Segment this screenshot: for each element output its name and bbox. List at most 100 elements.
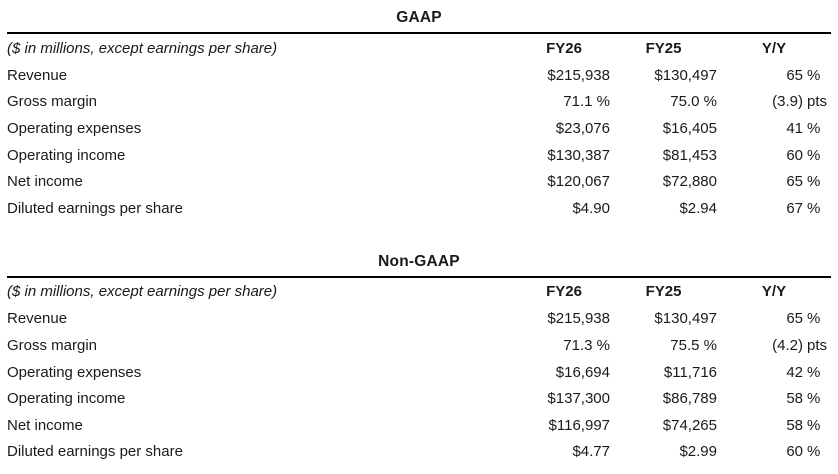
yoy-value: 67 %: [717, 200, 831, 217]
table-row-diluted-eps: Diluted earnings per share $4.90 $2.94 6…: [7, 195, 831, 222]
fy26-value: $120,067: [547, 173, 610, 191]
yoy-value: 58 %: [717, 390, 831, 407]
table-row-operating-expenses: Operating expenses $23,076 $16,405 41 %: [7, 115, 831, 142]
gaap-column-header-fy26: FY26: [546, 39, 582, 57]
yoy-unit: %: [807, 310, 821, 328]
gaap-table: GAAP ($ in millions, except earnings per…: [7, 8, 831, 222]
non-gaap-table-title: Non-GAAP: [378, 252, 460, 270]
fy25-value: $11,716: [663, 363, 717, 381]
yoy-number: 58: [786, 416, 803, 434]
fy26-value: 71.1 %: [563, 93, 610, 111]
fy25-value: $2.94: [679, 199, 717, 217]
yoy-unit: %: [807, 390, 821, 408]
yoy-value: 42 %: [717, 364, 831, 381]
yoy-unit: %: [807, 199, 821, 217]
row-label: Operating income: [7, 146, 126, 164]
fy26-value: $215,938: [547, 66, 610, 84]
yoy-number: 67: [786, 199, 803, 217]
row-label: Net income: [7, 416, 83, 434]
table-row-revenue: Revenue $215,938 $130,497 65 %: [7, 306, 831, 333]
row-label: Revenue: [7, 66, 68, 84]
fy26-value: $23,076: [555, 119, 610, 137]
yoy-number: 65: [786, 66, 803, 84]
yoy-unit: %: [807, 443, 821, 461]
fy25-value: $86,789: [662, 390, 717, 408]
fy25-value: 75.5 %: [670, 336, 717, 354]
table-row-operating-expenses: Operating expenses $16,694 $11,716 42 %: [7, 359, 831, 386]
non-gaap-column-header-fy25: FY25: [645, 283, 682, 301]
yoy-number: 58: [786, 390, 803, 408]
fy25-value: $2.99: [679, 443, 717, 461]
fy25-value: 75.0 %: [670, 93, 717, 111]
non-gaap-header-row: ($ in millions, except earnings per shar…: [7, 278, 831, 306]
yoy-number: 60: [786, 146, 803, 164]
row-label: Diluted earnings per share: [7, 443, 183, 461]
yoy-number: 65: [786, 310, 803, 328]
yoy-value: 65 %: [717, 67, 831, 84]
yoy-value: 60 %: [717, 443, 831, 460]
fy26-value: $16,694: [555, 363, 610, 381]
gaap-table-title: GAAP: [396, 9, 442, 26]
fy26-value: $130,387: [547, 146, 610, 164]
yoy-value: 58 %: [717, 417, 831, 434]
fy26-value: $4.77: [572, 443, 610, 461]
fy25-value: $74,265: [662, 416, 717, 434]
row-label: Revenue: [7, 310, 68, 328]
fy25-value: $81,453: [662, 146, 717, 164]
yoy-unit: %: [807, 416, 821, 434]
row-label: Operating expenses: [7, 363, 142, 381]
non-gaap-table: Non-GAAP ($ in millions, except earnings…: [7, 252, 831, 466]
yoy-value: 65 %: [717, 173, 831, 190]
table-row-revenue: Revenue $215,938 $130,497 65 %: [7, 62, 831, 89]
fy26-value: $116,997: [548, 416, 610, 434]
fy25-value: $16,405: [662, 119, 717, 137]
gaap-header-row: ($ in millions, except earnings per shar…: [7, 34, 831, 62]
yoy-number: 42: [786, 363, 803, 381]
row-label: Operating income: [7, 390, 126, 408]
non-gaap-column-header-fy26: FY26: [546, 283, 582, 301]
non-gaap-units-note: ($ in millions, except earnings per shar…: [7, 283, 278, 301]
yoy-value: 65 %: [717, 310, 831, 327]
fy25-value: $130,497: [654, 310, 717, 328]
yoy-number: 65: [786, 173, 803, 191]
gaap-column-header-fy25: FY25: [645, 39, 682, 57]
row-label: Gross margin: [7, 336, 98, 354]
yoy-value: (4.2) pts: [717, 337, 831, 354]
gaap-column-header-yoy: Y/Y: [761, 39, 787, 57]
non-gaap-title-rule: [7, 275, 831, 278]
non-gaap-column-header-yoy: Y/Y: [761, 283, 787, 301]
yoy-number: 41: [786, 119, 803, 137]
table-row-net-income: Net income $120,067 $72,880 65 %: [7, 168, 831, 195]
table-row-diluted-eps: Diluted earnings per share $4.77 $2.99 6…: [7, 439, 831, 466]
fy26-value: 71.3 %: [563, 336, 610, 354]
fy26-value: $215,938: [547, 310, 610, 328]
yoy-number: (4.2): [772, 336, 803, 354]
yoy-unit: %: [807, 173, 821, 191]
table-row-operating-income: Operating income $137,300 $86,789 58 %: [7, 385, 831, 412]
gaap-title-rule: [7, 32, 831, 34]
table-row-net-income: Net income $116,997 $74,265 58 %: [7, 412, 831, 439]
yoy-unit: pts: [807, 336, 828, 354]
yoy-value: 60 %: [717, 147, 831, 164]
yoy-number: (3.9): [772, 93, 803, 111]
fy26-value: $4.90: [572, 199, 610, 217]
yoy-unit: %: [807, 119, 821, 137]
yoy-value: (3.9) pts: [717, 93, 831, 110]
gaap-units-note: ($ in millions, except earnings per shar…: [7, 39, 278, 57]
table-row-operating-income: Operating income $130,387 $81,453 60 %: [7, 142, 831, 169]
table-row-gross-margin: Gross margin 71.3 % 75.5 % (4.2) pts: [7, 332, 831, 359]
row-label: Gross margin: [7, 93, 98, 111]
yoy-unit: %: [807, 146, 821, 164]
yoy-unit: %: [807, 363, 821, 381]
yoy-value: 41 %: [717, 120, 831, 137]
yoy-number: 60: [786, 443, 803, 461]
fy25-value: $130,497: [654, 66, 717, 84]
row-label: Diluted earnings per share: [7, 199, 183, 217]
yoy-unit: %: [807, 66, 821, 84]
row-label: Net income: [7, 173, 83, 191]
row-label: Operating expenses: [7, 119, 142, 137]
table-row-gross-margin: Gross margin 71.1 % 75.0 % (3.9) pts: [7, 89, 831, 116]
fy25-value: $72,880: [662, 173, 717, 191]
fy26-value: $137,300: [547, 390, 610, 408]
